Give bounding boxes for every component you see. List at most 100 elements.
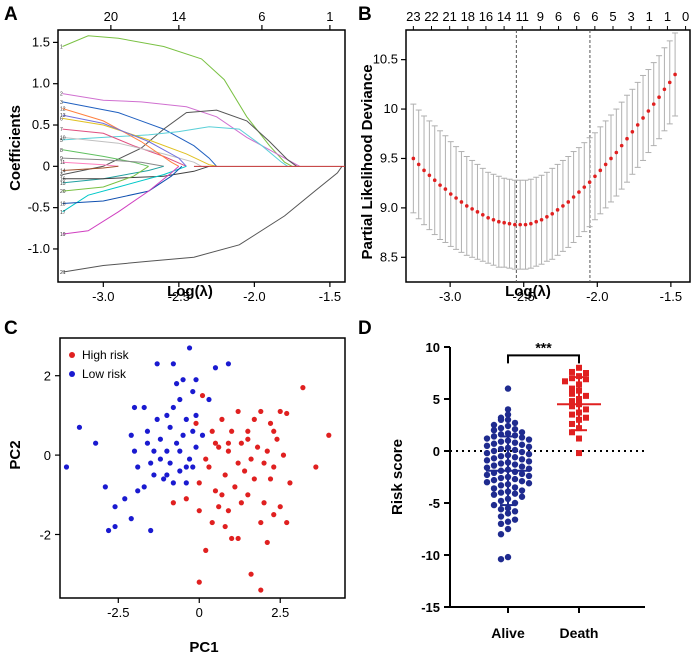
panel-c-low-risk-point [180, 432, 186, 438]
panel-a-xtick-label: -2.5 [168, 289, 190, 304]
panel-d-alive-point [490, 447, 498, 455]
panel-b-point [545, 214, 549, 219]
panel-c-high-risk-point [284, 410, 290, 417]
panel-d-ylabel: Risk score [389, 439, 406, 515]
panel-b-point [641, 116, 645, 120]
panel-c-pca: PC2 PC1 High risk Low risk -2.5 0 2.5 2 0 -2 [7, 337, 346, 656]
panel-c-high-risk-point [209, 519, 215, 526]
panel-c-xtick-label: 0 [196, 605, 203, 620]
panel-d-alive-point [497, 438, 505, 445]
panel-b-ytick-label: 8.5 [380, 249, 398, 264]
panel-a-xlabel: Log(λ) [167, 283, 213, 300]
panel-a-coef-line-13 [62, 114, 187, 167]
panel-b-point [619, 143, 624, 148]
panel-d-alive-point [525, 436, 533, 443]
panel-a-series-tag: 18 [60, 202, 66, 208]
panel-b-point [523, 222, 528, 227]
panel-d-alive-point [504, 411, 512, 418]
panel-c-high-risk-point [245, 436, 251, 442]
panel-c-low-risk-point [183, 416, 189, 422]
panel-c-low-risk-point [105, 527, 112, 534]
panel-b-ylabel: Partial Likelihood Deviance [359, 64, 376, 259]
panel-c-low-risk-point [154, 361, 160, 367]
panel-a-series-tag: 8 [60, 148, 63, 154]
panel-c-high-risk-point [203, 456, 209, 462]
panel-c-low-risk-point [161, 476, 167, 482]
panel-a-coef-line-17 [62, 165, 187, 213]
panel-b-point [497, 219, 501, 224]
panel-c-high-risk-point [235, 408, 241, 415]
panel-c-high-risk-point [280, 452, 287, 458]
panel-c-xtick-label: -2.5 [107, 605, 129, 620]
panel-c-high-risk-point [277, 408, 283, 415]
panel-c-low-risk-point [173, 440, 180, 446]
panel-c-high-risk-point [274, 436, 280, 442]
panel-d-alive-point [483, 435, 491, 442]
panel-d-alive-point [518, 470, 526, 478]
panel-c-high-risk-point [225, 508, 232, 514]
panel-c-high-risk-point [196, 480, 202, 486]
panel-b-toptick-label: 6 [573, 9, 580, 24]
panel-c-high-risk-point [238, 440, 244, 446]
panel-a-coef-line-16 [62, 165, 210, 180]
panel-b-toptick-label: 23 [406, 9, 420, 24]
panel-b-ytick-label: 10 [384, 101, 398, 116]
panel-d-alive-point [504, 385, 512, 392]
panel-c-legend-marker [69, 352, 75, 358]
panel-c-low-risk-point [170, 480, 176, 486]
panel-d-alive-point [511, 508, 519, 515]
panel-d-alive-point [518, 493, 526, 500]
panel-d-alive-point [483, 471, 491, 479]
panel-c-low-risk-point [164, 448, 170, 454]
panel-b-xlabel: Log(λ) [505, 283, 551, 300]
panel-d-alive-point [490, 455, 498, 462]
panel-b-point [582, 185, 587, 189]
panel-b-xtick-label: -1.5 [660, 289, 682, 304]
panel-b-ytick-label: 9.0 [380, 200, 398, 215]
panel-d-death-point [576, 364, 582, 371]
panel-c-low-risk-point [190, 428, 196, 434]
panel-d-alive-point [518, 434, 526, 441]
panel-d-ytick-label: -15 [421, 600, 440, 615]
panel-c-legend-marker [69, 371, 75, 377]
panel-d-alive-point [511, 461, 519, 468]
panel-d-alive-point [518, 463, 526, 470]
panel-a-coef-line-20 [62, 165, 149, 192]
panel-a-series-tag: 11 [60, 160, 65, 166]
panel-d-alive-point [504, 505, 512, 512]
panel-a-series-tag: 19 [60, 232, 66, 238]
panel-c-low-risk-point [128, 516, 134, 522]
panel-d-alive-point [518, 477, 526, 485]
panel-c-high-risk-point [222, 523, 228, 530]
panel-c-high-risk-point [212, 488, 219, 494]
panel-a-coef-line-21 [62, 166, 343, 273]
panel-d-death-point [583, 406, 589, 413]
panel-c-low-risk-point [164, 472, 170, 478]
panel-c-low-risk-point [167, 424, 173, 430]
panel-d-alive-point [497, 555, 505, 563]
panel-c-high-risk-point [209, 428, 215, 434]
panel-b-point [464, 204, 469, 208]
panel-a-coef-line-18 [62, 165, 183, 204]
panel-c-low-risk-point [183, 464, 189, 470]
panel-d-alive-point [511, 484, 519, 491]
panel-d-alive-point [490, 476, 498, 484]
panel-a-series-tag: 15 [60, 181, 66, 187]
panel-c-low-risk-point [170, 361, 176, 367]
panel-d-alive-point [497, 474, 505, 482]
panel-c-low-risk-point [148, 527, 154, 534]
panel-b-point [587, 180, 592, 184]
panel-c-high-risk-point [196, 579, 202, 585]
panel-d-alive-point [525, 443, 533, 451]
panel-b-toptick-label: 16 [479, 9, 493, 24]
panel-a-frame [57, 29, 346, 283]
panel-d-death-point [569, 403, 575, 410]
panel-d-alive-point [497, 506, 505, 513]
panel-d-alive-point [504, 430, 512, 437]
panel-b-partial-likelihood: Partial Likelihood Deviance Log(λ) -3.0 -… [359, 9, 691, 304]
panel-d-significance-label: *** [535, 339, 552, 355]
panel-a-coef-line-1 [62, 35, 293, 167]
panel-a-series-tag: 3 [60, 100, 63, 106]
panel-b-point [454, 196, 458, 200]
panel-b-point [502, 220, 506, 225]
